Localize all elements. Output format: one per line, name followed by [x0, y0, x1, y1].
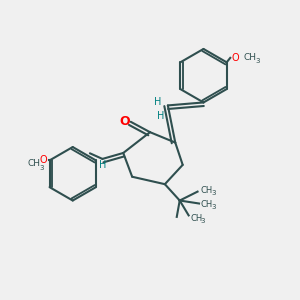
- Text: O: O: [232, 53, 239, 63]
- Text: 3: 3: [256, 58, 260, 64]
- Text: 3: 3: [211, 190, 215, 196]
- Text: H: H: [157, 111, 164, 121]
- Text: CH: CH: [28, 159, 40, 168]
- Text: O: O: [119, 115, 130, 128]
- Text: H: H: [99, 160, 106, 170]
- Text: O: O: [40, 155, 47, 165]
- Text: 3: 3: [39, 165, 44, 171]
- Text: 3: 3: [211, 204, 215, 210]
- Text: CH: CH: [190, 214, 202, 223]
- Text: CH: CH: [200, 186, 213, 195]
- Text: CH: CH: [200, 200, 213, 209]
- Text: H: H: [154, 98, 161, 107]
- Text: 3: 3: [200, 218, 205, 224]
- Text: CH: CH: [244, 53, 256, 62]
